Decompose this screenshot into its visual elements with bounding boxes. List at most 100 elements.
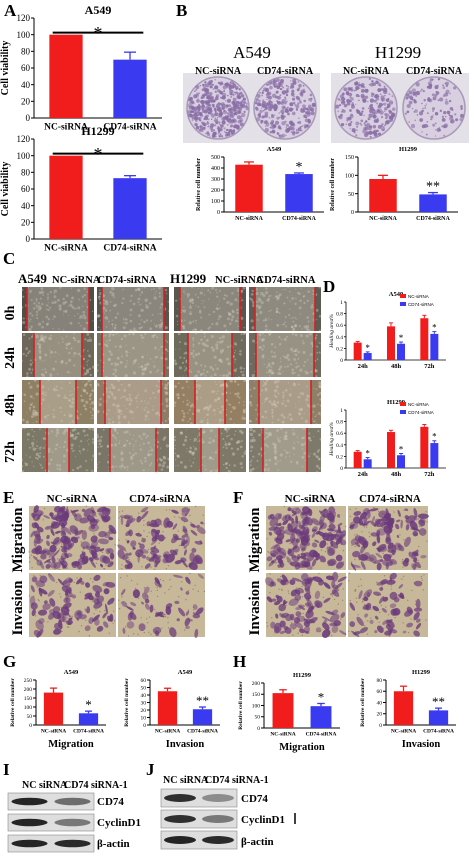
pore-texture <box>296 525 298 527</box>
colony <box>202 83 207 88</box>
cell-texture <box>264 324 268 328</box>
colony <box>302 84 305 87</box>
pore-texture <box>59 596 62 598</box>
colony <box>384 107 388 111</box>
colony <box>221 120 226 125</box>
cell-texture <box>64 300 68 304</box>
cell-texture <box>75 433 77 435</box>
colony <box>274 108 277 111</box>
colony <box>441 115 445 118</box>
cell-texture <box>73 364 76 367</box>
pore-texture <box>338 516 341 519</box>
colony <box>218 126 223 132</box>
pore-texture <box>328 526 330 528</box>
pore-texture <box>368 531 370 534</box>
pore-texture <box>321 529 323 531</box>
colony <box>454 113 457 116</box>
cell-texture <box>165 398 169 402</box>
cell-texture <box>96 463 99 466</box>
colony <box>223 127 226 130</box>
pore-texture <box>283 563 285 565</box>
cell-texture <box>233 342 237 346</box>
cell-texture <box>181 386 184 390</box>
colony <box>214 107 217 110</box>
cell-texture <box>36 457 39 460</box>
cell-texture <box>125 321 128 325</box>
colony <box>367 125 373 131</box>
cell-texture <box>231 309 234 312</box>
pore-texture <box>156 595 159 598</box>
cell-texture <box>183 327 186 330</box>
cell-texture <box>123 321 125 324</box>
colony <box>280 115 284 119</box>
colony <box>200 100 204 104</box>
colony <box>284 98 287 100</box>
wound-gap <box>102 333 164 377</box>
cell-texture <box>240 370 243 374</box>
cell-texture <box>207 327 211 330</box>
cell-texture <box>173 439 176 442</box>
cell-texture <box>302 296 305 298</box>
pore-texture <box>348 572 351 574</box>
pore-texture <box>200 558 203 560</box>
cell-texture <box>82 327 86 331</box>
blot-j-band-cd74: CD74 <box>241 793 268 805</box>
cell-texture <box>182 415 186 418</box>
colony <box>214 90 218 93</box>
pore-texture <box>280 582 282 585</box>
cell-texture <box>21 288 24 291</box>
cell-texture <box>268 310 271 313</box>
colony <box>308 112 311 115</box>
pore-texture <box>351 544 353 547</box>
cell-texture <box>53 289 57 293</box>
cell-texture <box>186 293 191 297</box>
colony <box>195 119 198 122</box>
cell-texture <box>28 367 32 371</box>
colony <box>254 101 258 105</box>
colony <box>441 117 446 122</box>
cell-texture <box>308 432 311 435</box>
pore-texture <box>118 599 120 601</box>
cell-texture <box>284 321 287 324</box>
cell-texture <box>233 352 236 354</box>
colony <box>198 92 200 94</box>
colony <box>348 102 351 106</box>
cell-texture <box>159 323 163 327</box>
pore-texture <box>282 600 285 603</box>
colony <box>297 121 299 124</box>
cell-texture <box>64 310 68 313</box>
pore-texture <box>130 579 133 582</box>
cell-texture <box>111 323 114 326</box>
cell-texture <box>182 393 185 397</box>
blot-band <box>202 794 234 802</box>
colony <box>201 115 204 117</box>
cell-texture <box>76 288 81 293</box>
cell-texture <box>174 452 177 455</box>
pore-texture <box>58 548 61 550</box>
colony <box>378 84 381 86</box>
colony <box>206 114 209 118</box>
cell-texture <box>45 315 49 319</box>
colony <box>232 119 238 124</box>
significance-mark: * <box>365 449 370 459</box>
cell-texture <box>29 318 32 321</box>
wound-image-r3-c0 <box>20 426 96 474</box>
cell-texture <box>313 387 315 390</box>
y-tick-label: 150 <box>345 155 354 161</box>
pore-texture <box>383 575 386 577</box>
x-axis-label: Migration <box>279 742 325 753</box>
cell-texture <box>74 307 77 310</box>
colony <box>197 97 199 99</box>
cell-texture <box>314 415 317 418</box>
cell-texture <box>84 338 87 341</box>
colony <box>239 117 243 122</box>
cell-texture <box>42 455 45 458</box>
pore-texture <box>363 624 366 627</box>
pore-texture <box>420 525 423 528</box>
colony <box>445 84 449 88</box>
pore-texture <box>340 614 342 617</box>
cell-texture <box>35 392 39 396</box>
colony <box>193 106 198 111</box>
cell-texture <box>163 436 167 440</box>
